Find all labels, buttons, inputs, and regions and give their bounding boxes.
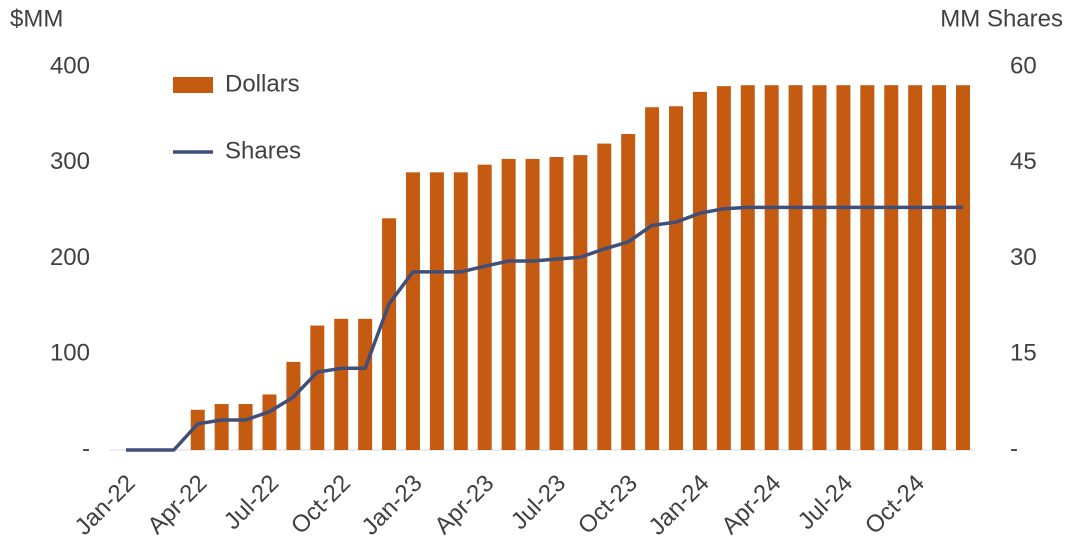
bar: [645, 107, 660, 450]
bar: [621, 134, 636, 450]
y-tick-label: 400: [50, 52, 90, 79]
legend-label: Shares: [225, 137, 301, 164]
x-tick-label: Jan-22: [70, 470, 141, 541]
x-tick-label: Jan-24: [644, 470, 715, 541]
bar: [190, 409, 205, 450]
bar: [860, 85, 875, 450]
bar: [310, 325, 325, 450]
bar: [716, 86, 731, 451]
y2-tick-label: 60: [1010, 52, 1037, 79]
bar: [740, 85, 755, 450]
bar: [812, 85, 827, 450]
y-axis-title: $MM: [10, 5, 63, 32]
bar: [836, 85, 851, 450]
x-tick-label: Jul-23: [506, 470, 571, 535]
bar: [501, 158, 516, 451]
bar: [597, 143, 612, 450]
bar: [477, 164, 492, 451]
bar: [262, 394, 277, 450]
legend-label: Dollars: [225, 70, 300, 97]
x-tick-label: Oct-24: [860, 470, 930, 540]
bar: [405, 172, 420, 450]
bar: [764, 85, 779, 450]
bar: [358, 318, 373, 450]
x-tick-label: Oct-22: [286, 470, 356, 540]
bar: [214, 404, 229, 450]
x-tick-label: Apr-22: [142, 470, 212, 540]
y-tick-label: 300: [50, 148, 90, 175]
y2-tick-label: -: [1010, 435, 1018, 462]
y2-tick-label: 15: [1010, 340, 1037, 367]
y-tick-label: -: [82, 435, 90, 462]
y-tick-label: 100: [50, 340, 90, 367]
bar: [334, 318, 349, 450]
x-tick-label: Jul-22: [219, 470, 284, 535]
y2-axis-title: MM Shares: [940, 5, 1063, 32]
x-tick-label: Jul-24: [793, 470, 858, 535]
line: [126, 205, 963, 452]
bar: [453, 172, 468, 450]
bar: [788, 85, 803, 450]
bar: [382, 218, 397, 450]
y-tick-label: 200: [50, 244, 90, 271]
bar: [238, 404, 253, 450]
bar: [908, 85, 923, 450]
legend-swatch: [173, 77, 213, 93]
y2-tick-label: 30: [1010, 244, 1037, 271]
bar: [884, 85, 899, 450]
y2-tick-label: 45: [1010, 148, 1037, 175]
bar: [429, 172, 444, 450]
bar: [692, 91, 707, 451]
x-tick-label: Apr-23: [429, 470, 499, 540]
bar: [549, 157, 564, 450]
x-tick-label: Oct-23: [573, 470, 643, 540]
x-tick-label: Apr-24: [716, 470, 786, 540]
bar: [573, 155, 588, 450]
bar: [286, 361, 301, 450]
bar: [956, 85, 970, 450]
bar: [932, 85, 947, 450]
bar: [669, 106, 684, 450]
bar: [525, 158, 540, 451]
x-tick-label: Jan-23: [357, 470, 428, 541]
